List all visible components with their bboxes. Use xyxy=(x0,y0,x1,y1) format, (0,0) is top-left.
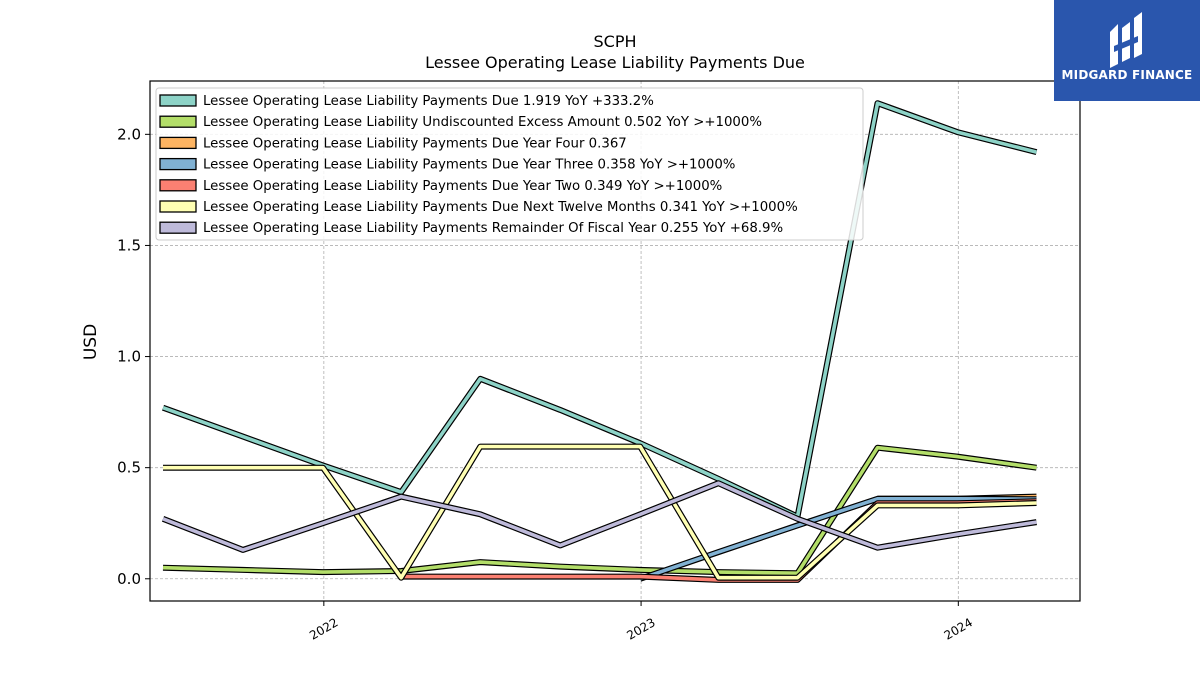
legend-label: Lessee Operating Lease Liability Payment… xyxy=(203,94,654,109)
legend-box xyxy=(155,87,864,241)
legend-swatch xyxy=(159,136,197,150)
series-line xyxy=(162,481,1037,552)
series-line xyxy=(162,445,1037,576)
legend-label: Lessee Operating Lease Liability Payment… xyxy=(203,158,735,173)
legend-label: Lessee Operating Lease Liability Payment… xyxy=(203,221,783,236)
legend-swatch xyxy=(159,94,197,107)
series-line-outline xyxy=(401,498,1037,583)
legend-label: Lessee Operating Lease Liability Payment… xyxy=(203,200,798,215)
chart-subtitle: Lessee Operating Lease Liability Payment… xyxy=(425,53,805,72)
series-line xyxy=(163,444,1037,580)
midgard-finance-logo: MIDGARD FINANCE xyxy=(1054,0,1200,101)
legend-swatch xyxy=(159,179,197,192)
legend-swatch xyxy=(159,157,197,171)
y-tick-label: 2.0 xyxy=(117,125,141,143)
chart-title: SCPH xyxy=(593,32,636,51)
series-lines xyxy=(161,100,1038,583)
y-tick-label: 0.0 xyxy=(117,570,141,588)
legend-label: Lessee Operating Lease Liability Payment… xyxy=(203,136,627,151)
x-tick-label: 2022 xyxy=(307,615,340,642)
y-tick-label: 0.5 xyxy=(117,459,141,477)
legend-swatch xyxy=(159,221,197,234)
x-tick-label: 2024 xyxy=(942,615,975,642)
legend-swatch xyxy=(159,115,197,128)
logo-mark-icon xyxy=(1110,12,1142,68)
series-line xyxy=(401,499,1037,582)
plot-frame xyxy=(149,80,1081,602)
x-tick-label: 2023 xyxy=(624,615,657,642)
logo-text: MIDGARD FINANCE xyxy=(1061,68,1193,82)
legend: Lessee Operating Lease Liability Payment… xyxy=(155,87,864,241)
legend-label: Lessee Operating Lease Liability Undisco… xyxy=(203,115,762,130)
y-tick-label: 1.0 xyxy=(117,348,141,366)
series-line xyxy=(162,101,1037,519)
series-line-outline xyxy=(161,480,1037,553)
y-axis-label: USD xyxy=(81,324,101,360)
legend-label: Lessee Operating Lease Liability Payment… xyxy=(203,179,722,194)
legend-swatch xyxy=(159,200,197,213)
y-tick-label: 1.5 xyxy=(117,236,141,254)
